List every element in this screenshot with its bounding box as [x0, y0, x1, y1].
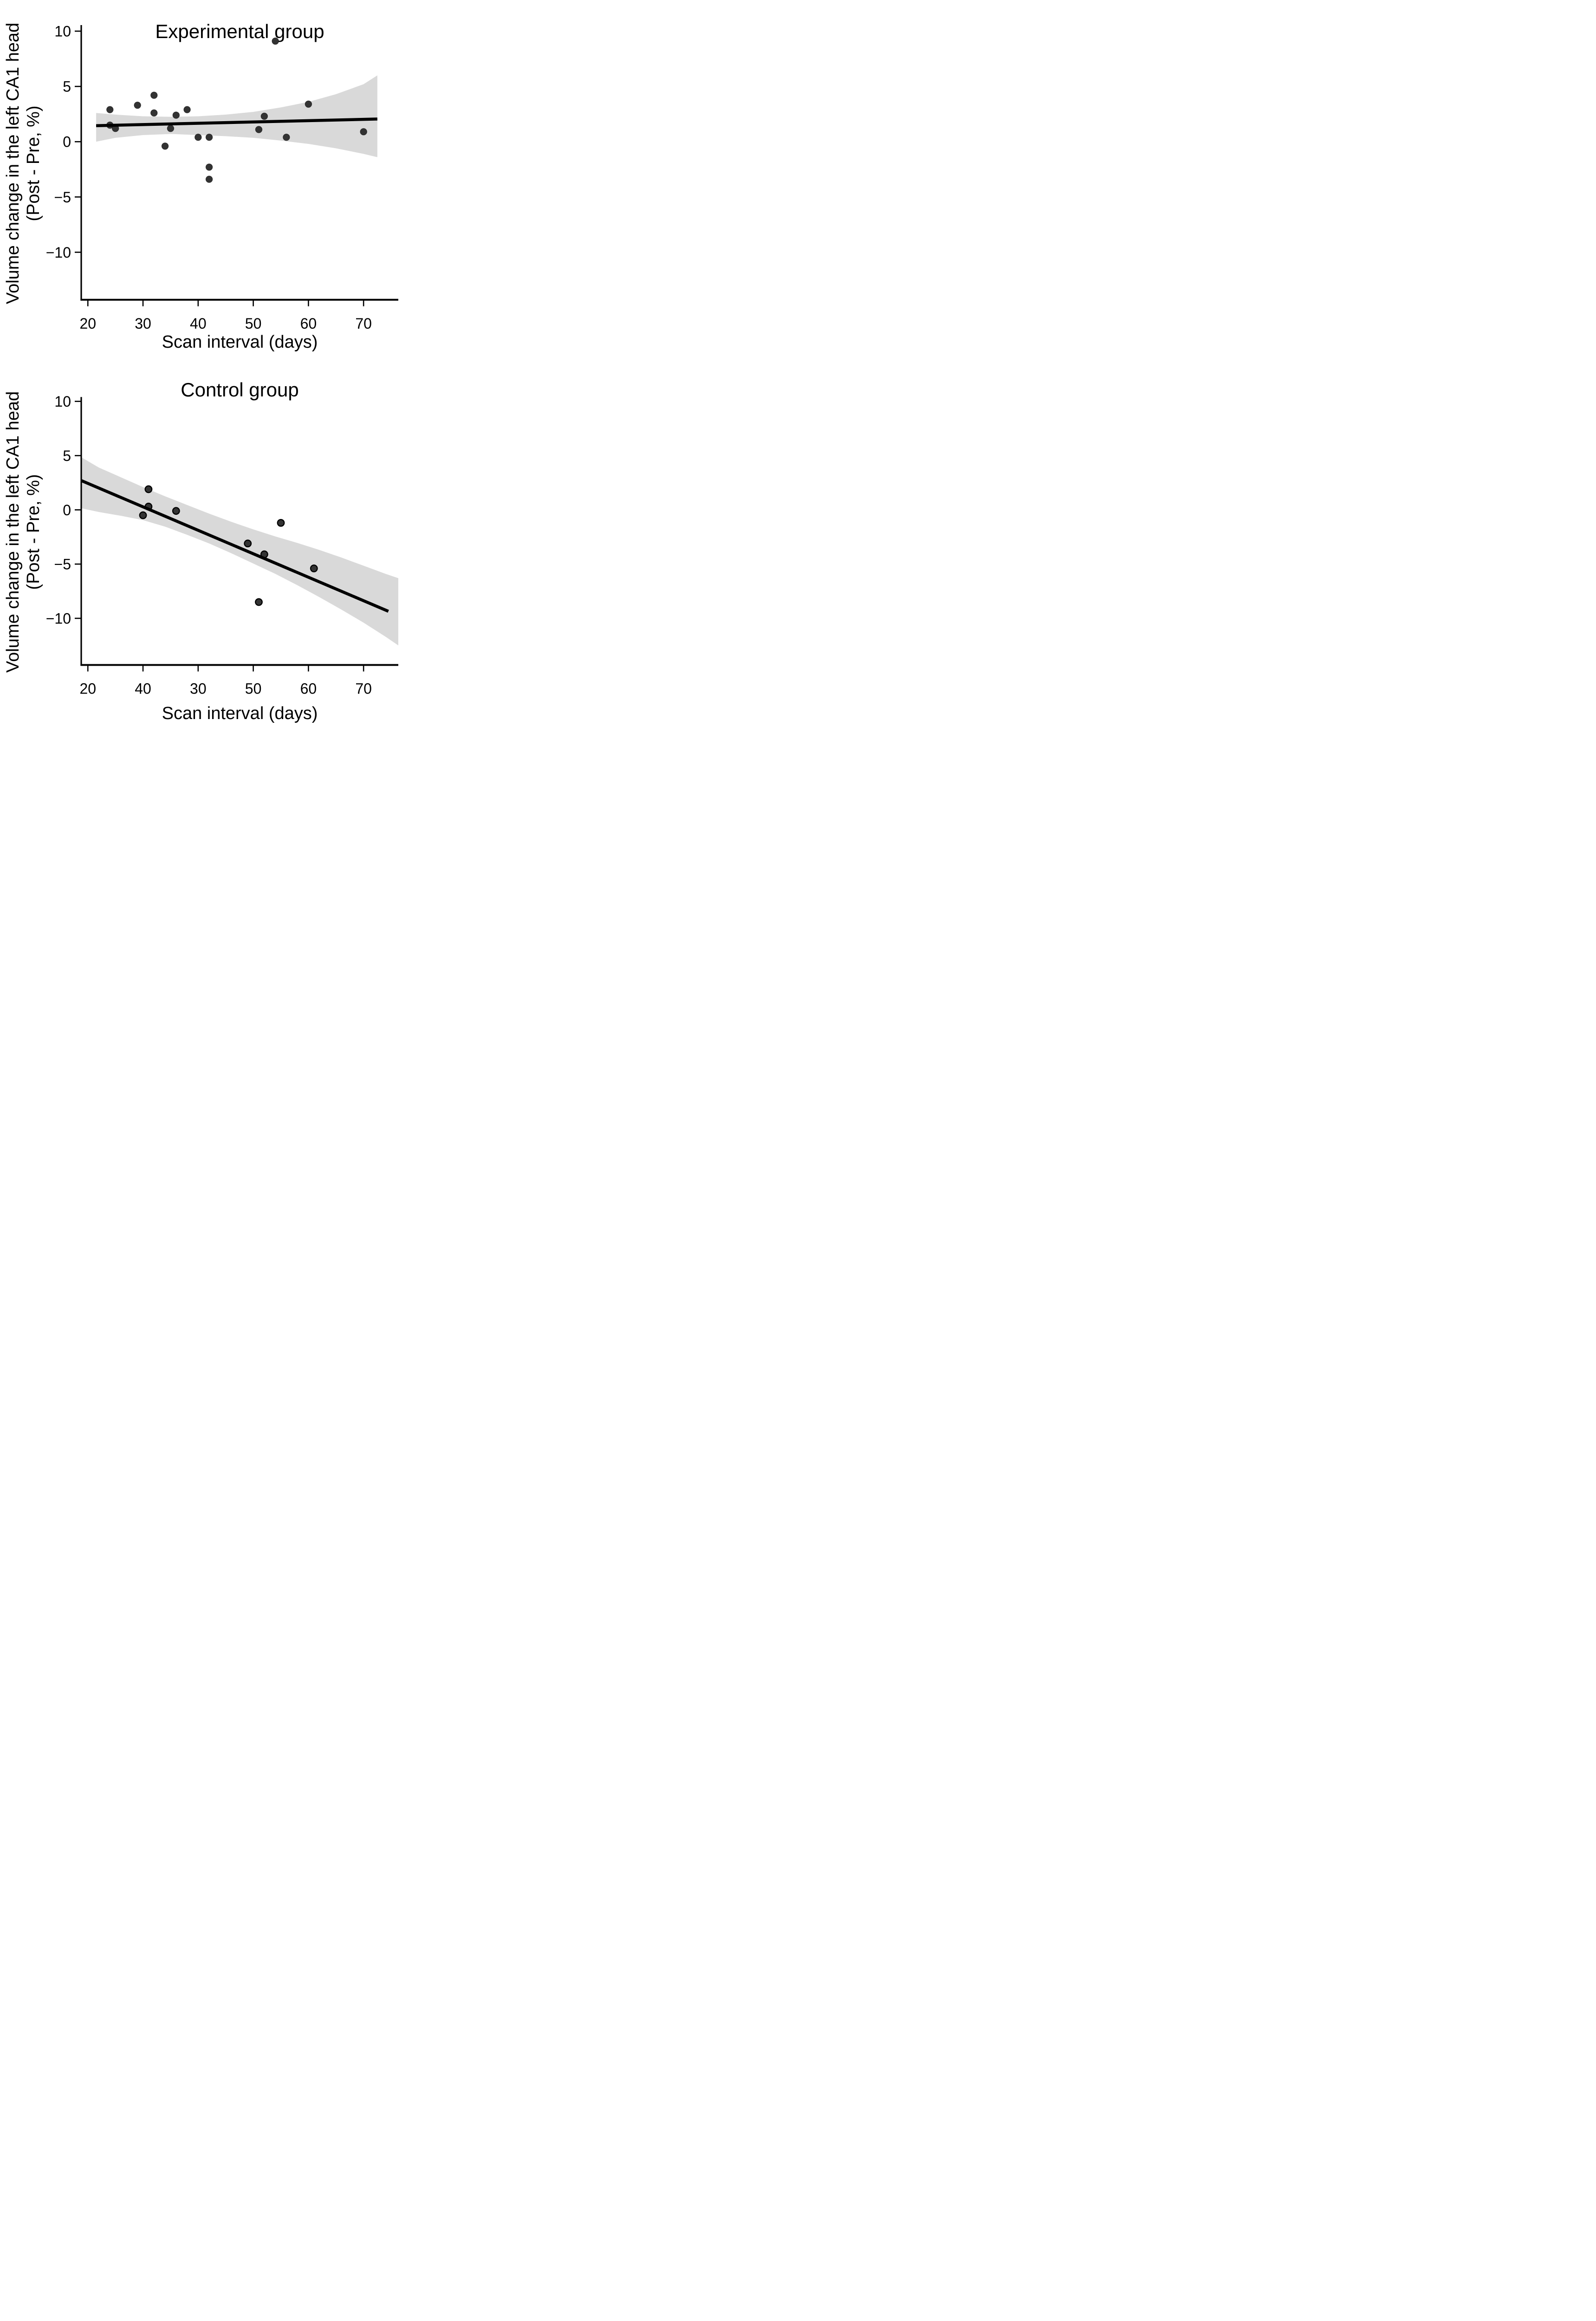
experimental-x-axis-label: Scan interval (days)	[162, 332, 318, 352]
x-tick-label: 70	[355, 681, 372, 697]
data-point	[244, 539, 252, 548]
data-point	[150, 91, 158, 99]
control-panel-title: Control group	[181, 379, 299, 401]
data-point	[106, 106, 114, 113]
experimental-panel-title: Experimental group	[155, 20, 324, 42]
y-tick-label: 10	[54, 393, 71, 410]
data-point	[139, 511, 147, 519]
data-point	[360, 128, 367, 136]
data-point	[144, 485, 153, 493]
y-tick-label: −5	[54, 556, 71, 573]
data-point	[305, 100, 312, 108]
data-point	[205, 134, 213, 141]
y-tick-label: −5	[54, 189, 71, 206]
data-point	[255, 598, 263, 606]
data-point	[172, 507, 180, 515]
data-point	[255, 126, 263, 133]
x-tick-label: 40	[135, 681, 151, 697]
y-tick-label: −10	[46, 244, 71, 261]
y-tick-label: 5	[63, 78, 71, 95]
x-tick-label: 40	[190, 315, 207, 332]
data-point	[205, 175, 213, 183]
data-point	[161, 143, 169, 150]
x-tick-label: 70	[355, 315, 372, 332]
x-tick-label: 20	[79, 315, 96, 332]
figure: Experimental group Volume change in the …	[0, 0, 399, 726]
experimental-panel-plot-area	[96, 37, 377, 183]
x-tick-label: 50	[245, 681, 262, 697]
confidence-band	[81, 457, 398, 646]
regression-line	[96, 117, 377, 127]
x-tick-label: 30	[190, 681, 207, 697]
y-tick-label: 0	[63, 502, 71, 519]
data-point	[283, 134, 290, 141]
y-tick-label: 10	[54, 23, 71, 40]
x-tick-label: 60	[300, 681, 317, 697]
y-tick-label: −10	[46, 610, 71, 627]
data-point	[183, 106, 191, 113]
data-point	[167, 124, 175, 132]
data-point	[150, 109, 158, 117]
x-tick-label: 20	[79, 681, 96, 697]
data-point	[195, 134, 202, 141]
y-tick-label: 5	[63, 447, 71, 464]
data-point	[272, 37, 279, 45]
regression-line	[81, 479, 389, 613]
data-point	[172, 111, 180, 119]
data-point	[277, 519, 285, 527]
data-point	[260, 112, 268, 120]
control-x-axis-label: Scan interval (days)	[162, 704, 318, 723]
data-point	[205, 163, 213, 171]
x-tick-label: 60	[300, 315, 317, 332]
y-tick-label: 0	[63, 134, 71, 150]
x-tick-label: 30	[135, 315, 151, 332]
data-point	[310, 564, 318, 572]
confidence-band	[96, 75, 377, 157]
x-tick-label: 50	[245, 315, 262, 332]
control-panel-plot-area	[81, 457, 398, 646]
data-point	[134, 101, 141, 109]
